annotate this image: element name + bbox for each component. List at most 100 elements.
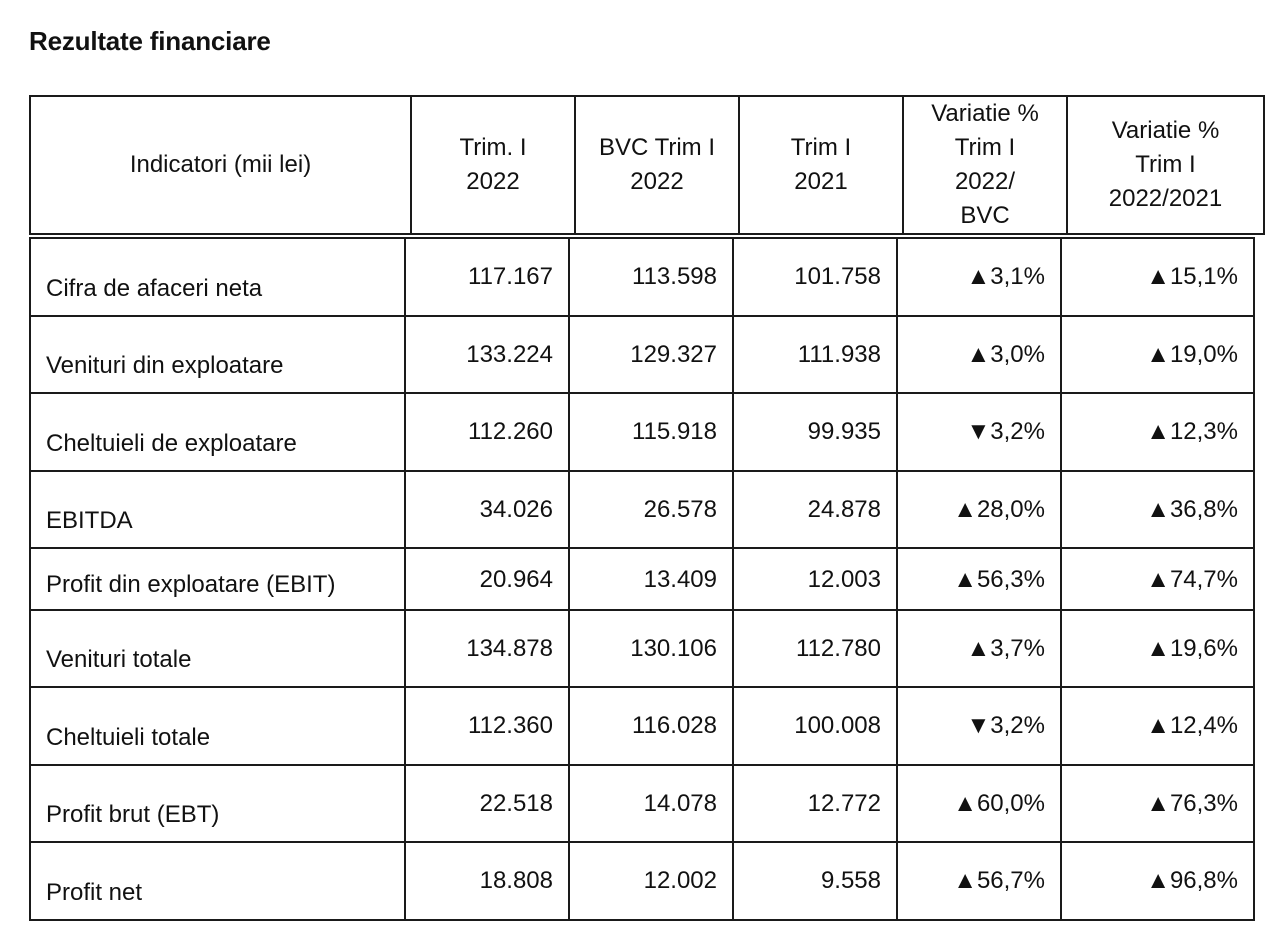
numeric-value: 101.758 [794,263,881,290]
variation-value: ▲3,1% [966,263,1045,290]
numeric-value: 24.878 [807,496,881,523]
numeric-value: 117.167 [468,263,553,290]
header-cell: Trim. I 2022 [410,95,576,235]
indicator-label: Cheltuieli de exploatare [46,430,297,457]
variation-value: ▲19,0% [1146,341,1238,368]
indicator-cell: Cifra de afaceri neta [29,237,406,317]
numeric-value: 133.224 [466,341,553,368]
value-cell: ▲3,1% [896,237,1062,317]
indicator-label: Venituri din exploatare [46,352,284,379]
value-cell: ▲28,0% [896,470,1062,549]
value-cell: ▲12,3% [1060,392,1255,472]
table-header: Indicatori (mii lei) Trim. I 2022 BVC Tri… [29,95,1265,235]
value-cell: ▲96,8% [1060,841,1255,921]
value-cell: ▲56,3% [896,547,1062,611]
value-cell: ▲74,7% [1060,547,1255,611]
table-body: Cifra de afaceri neta 117.167 113.598 101.7… [29,237,1255,921]
table-row: Venituri din exploatare 133.224 129.327 111… [29,315,1255,394]
numeric-value: 130.106 [630,635,717,662]
variation-value: ▲28,0% [953,496,1045,523]
value-cell: 12.772 [732,764,898,843]
table-row: Profit din exploatare (EBIT) 20.964 13.409… [29,547,1255,611]
numeric-value: 14.078 [643,790,717,817]
indicator-cell: Profit din exploatare (EBIT) [29,547,406,611]
table-row: Cheltuieli de exploatare 112.260 115.918 99… [29,392,1255,472]
table-row: Venituri totale 134.878 130.106 112.780 ▲3,7… [29,609,1255,688]
value-cell: 112.260 [404,392,570,472]
header-label: Variatie % Trim I 2022/2021 [1108,117,1223,212]
indicator-label: Profit brut (EBT) [46,801,220,828]
numeric-value: 12.003 [807,566,881,593]
numeric-value: 100.008 [794,712,881,739]
variation-value: ▼3,2% [966,712,1045,739]
value-cell: 26.578 [568,470,734,549]
value-cell: 34.026 [404,470,570,549]
header-cell: BVC Trim I 2022 [574,95,740,235]
variation-value: ▲60,0% [953,790,1045,817]
value-cell: 20.964 [404,547,570,611]
indicator-cell: Cheltuieli totale [29,686,406,766]
numeric-value: 12.772 [807,790,881,817]
indicator-label: EBITDA [46,507,133,534]
indicator-cell: EBITDA [29,470,406,549]
table-row: Cifra de afaceri neta 117.167 113.598 101.7… [29,237,1255,317]
value-cell: 111.938 [732,315,898,394]
value-cell: ▼3,2% [896,392,1062,472]
numeric-value: 13.409 [643,566,717,593]
value-cell: 22.518 [404,764,570,843]
numeric-value: 26.578 [643,496,717,523]
variation-value: ▲3,7% [966,635,1045,662]
header-row: Indicatori (mii lei) Trim. I 2022 BVC Tri… [29,95,1265,235]
numeric-value: 129.327 [630,341,717,368]
value-cell: 12.003 [732,547,898,611]
variation-value: ▲56,3% [953,566,1045,593]
value-cell: 117.167 [404,237,570,317]
indicator-label: Cheltuieli totale [46,724,211,751]
variation-value: ▲19,6% [1146,635,1238,662]
variation-value: ▲56,7% [953,867,1045,894]
numeric-value: 22.518 [479,790,553,817]
value-cell: 9.558 [732,841,898,921]
header-cell: Indicatori (mii lei) [29,95,412,235]
value-cell: 129.327 [568,315,734,394]
value-cell: 12.002 [568,841,734,921]
variation-value: ▲76,3% [1146,790,1238,817]
header-label: Indicatori (mii lei) [129,151,312,178]
indicator-label: Venituri totale [46,646,192,673]
indicator-label: Profit net [46,879,143,906]
variation-value: ▲74,7% [1146,566,1238,593]
indicator-label: Profit din exploatare (EBIT) [46,571,336,598]
value-cell: ▲56,7% [896,841,1062,921]
value-cell: ▲19,0% [1060,315,1255,394]
numeric-value: 111.938 [797,341,881,368]
value-cell: 115.918 [568,392,734,472]
numeric-value: 12.002 [643,867,717,894]
indicator-cell: Venituri totale [29,609,406,688]
value-cell: 100.008 [732,686,898,766]
value-cell: ▲3,7% [896,609,1062,688]
table-row: Cheltuieli totale 112.360 116.028 100.008 ▼3… [29,686,1255,766]
header-label: Variatie % Trim I 2022/BVC [931,100,1039,229]
value-cell: ▲76,3% [1060,764,1255,843]
numeric-value: 112.360 [468,712,553,739]
variation-value: ▲12,3% [1146,418,1238,445]
value-cell: ▲12,4% [1060,686,1255,766]
numeric-value: 112.260 [468,418,553,445]
numeric-value: 115.918 [632,418,717,445]
header-label: BVC Trim I 2022 [598,134,715,195]
value-cell: 99.935 [732,392,898,472]
indicator-cell: Cheltuieli de exploatare [29,392,406,472]
numeric-value: 113.598 [632,263,717,290]
value-cell: 130.106 [568,609,734,688]
value-cell: 134.878 [404,609,570,688]
numeric-value: 116.028 [632,712,717,739]
value-cell: 113.598 [568,237,734,317]
value-cell: ▲3,0% [896,315,1062,394]
variation-value: ▲36,8% [1146,496,1238,523]
value-cell: ▲36,8% [1060,470,1255,549]
header-cell: Variatie % Trim I 2022/2021 [1066,95,1265,235]
variation-value: ▲96,8% [1146,867,1238,894]
numeric-value: 34.026 [479,496,553,523]
value-cell: ▲19,6% [1060,609,1255,688]
value-cell: ▲15,1% [1060,237,1255,317]
